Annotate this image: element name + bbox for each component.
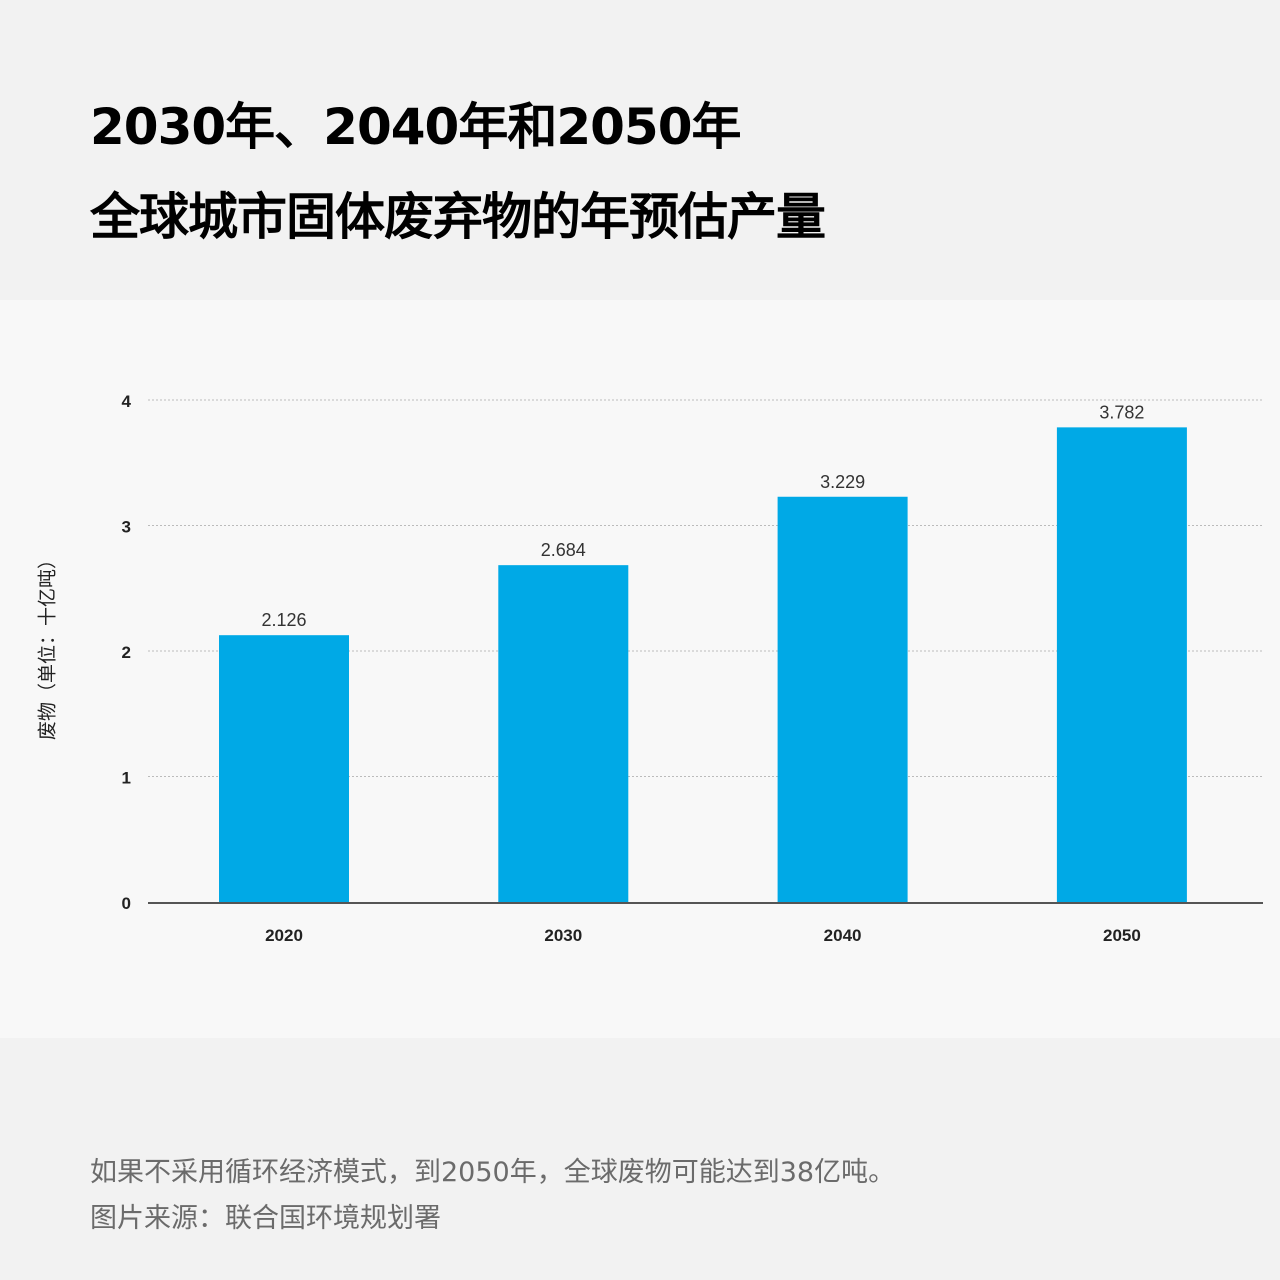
caption-note: 如果不采用循环经济模式，到2050年，全球废物可能达到38亿吨。 <box>90 1157 896 1188</box>
y-tick-label-2: 2 <box>122 643 131 662</box>
data-label-2020: 2.126 <box>261 610 306 630</box>
y-axis-label: 废物（单位：十亿吨） <box>37 550 59 740</box>
chart-panel: 0 1 2 3 4 2020 2030 2040 2050 2.126 2.684 3.229 3.… <box>0 300 1280 1038</box>
bar-chart: 0 1 2 3 4 2020 2030 2040 2050 2.126 2.684 3.229 3.… <box>37 392 1263 945</box>
y-tick-label-4: 4 <box>122 392 132 411</box>
x-tick-label-2030: 2030 <box>544 926 582 945</box>
y-tick-label-3: 3 <box>122 518 131 537</box>
data-label-2050: 3.782 <box>1099 402 1144 422</box>
data-label-2040: 3.229 <box>820 472 865 492</box>
x-tick-label-2050: 2050 <box>1103 926 1141 945</box>
chart-title: 2030年、2040年和2050年 全球城市固体废弃物的年预估产量 <box>90 82 1210 262</box>
y-tick-label-1: 1 <box>122 769 131 788</box>
y-tick-labels: 0 1 2 3 4 <box>122 392 132 913</box>
bars <box>219 427 1187 902</box>
bar-2030 <box>498 565 629 902</box>
bar-2020 <box>219 635 349 902</box>
data-labels: 2.126 2.684 3.229 3.782 <box>261 402 1144 630</box>
bar-2050 <box>1056 427 1187 902</box>
x-tick-label-2020: 2020 <box>265 926 303 945</box>
x-tick-label-2040: 2040 <box>824 926 862 945</box>
caption: 如果不采用循环经济模式，到2050年，全球废物可能达到38亿吨。 图片来源：联合… <box>90 1150 1210 1242</box>
image-source: 图片来源：联合国环境规划署 <box>90 1203 441 1234</box>
x-tick-labels: 2020 2030 2040 2050 <box>265 926 1141 945</box>
bar-2040 <box>777 496 908 902</box>
data-label-2030: 2.684 <box>541 540 586 560</box>
y-tick-label-0: 0 <box>122 894 131 913</box>
title-line-2: 全球城市固体废弃物的年预估产量 <box>90 188 826 246</box>
title-line-1: 2030年、2040年和2050年 <box>90 98 741 156</box>
